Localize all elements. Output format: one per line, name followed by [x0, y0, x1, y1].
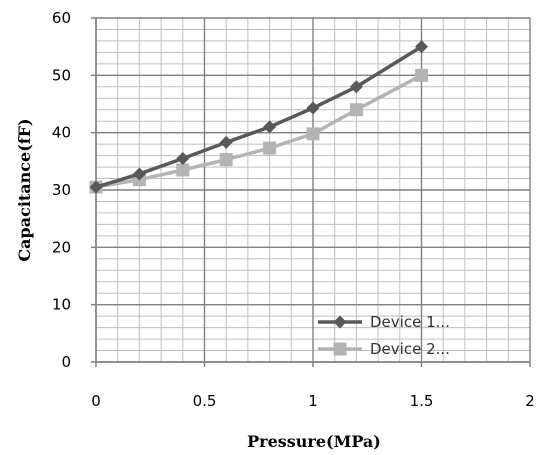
- legend-item-1: Device 1...: [318, 313, 450, 331]
- y-tick-label: 30: [52, 181, 71, 199]
- series-2-point: [415, 68, 428, 82]
- series-1-line: [95, 45, 423, 189]
- x-tick-label: 0: [91, 392, 101, 410]
- y-tick-labels: 0 10 20 30 40 50 60: [52, 9, 71, 371]
- series-layer: [89, 40, 428, 194]
- series-1-point: [415, 40, 428, 54]
- x-tick-label: 1: [308, 392, 318, 410]
- series-1-point: [132, 167, 146, 181]
- series-2: [89, 68, 428, 194]
- y-tick-label: 40: [52, 124, 71, 142]
- series-1-point: [176, 151, 190, 165]
- x-tick-label: 0.5: [193, 392, 217, 410]
- series-1-point: [219, 135, 233, 149]
- y-axis-title: Capacitance(fF): [15, 118, 34, 261]
- axes: [91, 17, 531, 367]
- series-2-point: [219, 153, 233, 167]
- series-1-point: [306, 101, 320, 115]
- x-axis-title: Pressure(MPa): [247, 432, 381, 451]
- x-tick-label: 1.5: [410, 392, 434, 410]
- y-tick-label: 10: [52, 296, 71, 314]
- series-2-point: [306, 127, 320, 141]
- legend-label: Device 1...: [370, 313, 450, 331]
- series-2-line: [95, 73, 423, 189]
- legend: Device 1... Device 2...: [318, 313, 450, 358]
- y-tick-label: 60: [52, 9, 71, 27]
- legend-label: Device 2...: [370, 340, 450, 358]
- series-1-point: [263, 120, 277, 134]
- y-tick-label: 0: [61, 353, 71, 371]
- x-tick-labels: 0 0.5 1 1.5 2: [91, 392, 535, 410]
- series-2-point: [176, 163, 190, 177]
- series-2-point: [263, 141, 277, 155]
- series-1: [89, 40, 428, 194]
- y-tick-label: 20: [52, 238, 71, 256]
- legend-swatch-marker: [333, 315, 347, 329]
- legend-item-2: Device 2...: [318, 340, 450, 358]
- x-tick-label: 2: [525, 392, 535, 410]
- series-1-point: [89, 180, 103, 194]
- series-2-point: [349, 103, 363, 117]
- legend-swatch-marker: [333, 342, 347, 356]
- y-tick-label: 50: [52, 66, 71, 84]
- series-1-point: [349, 80, 363, 94]
